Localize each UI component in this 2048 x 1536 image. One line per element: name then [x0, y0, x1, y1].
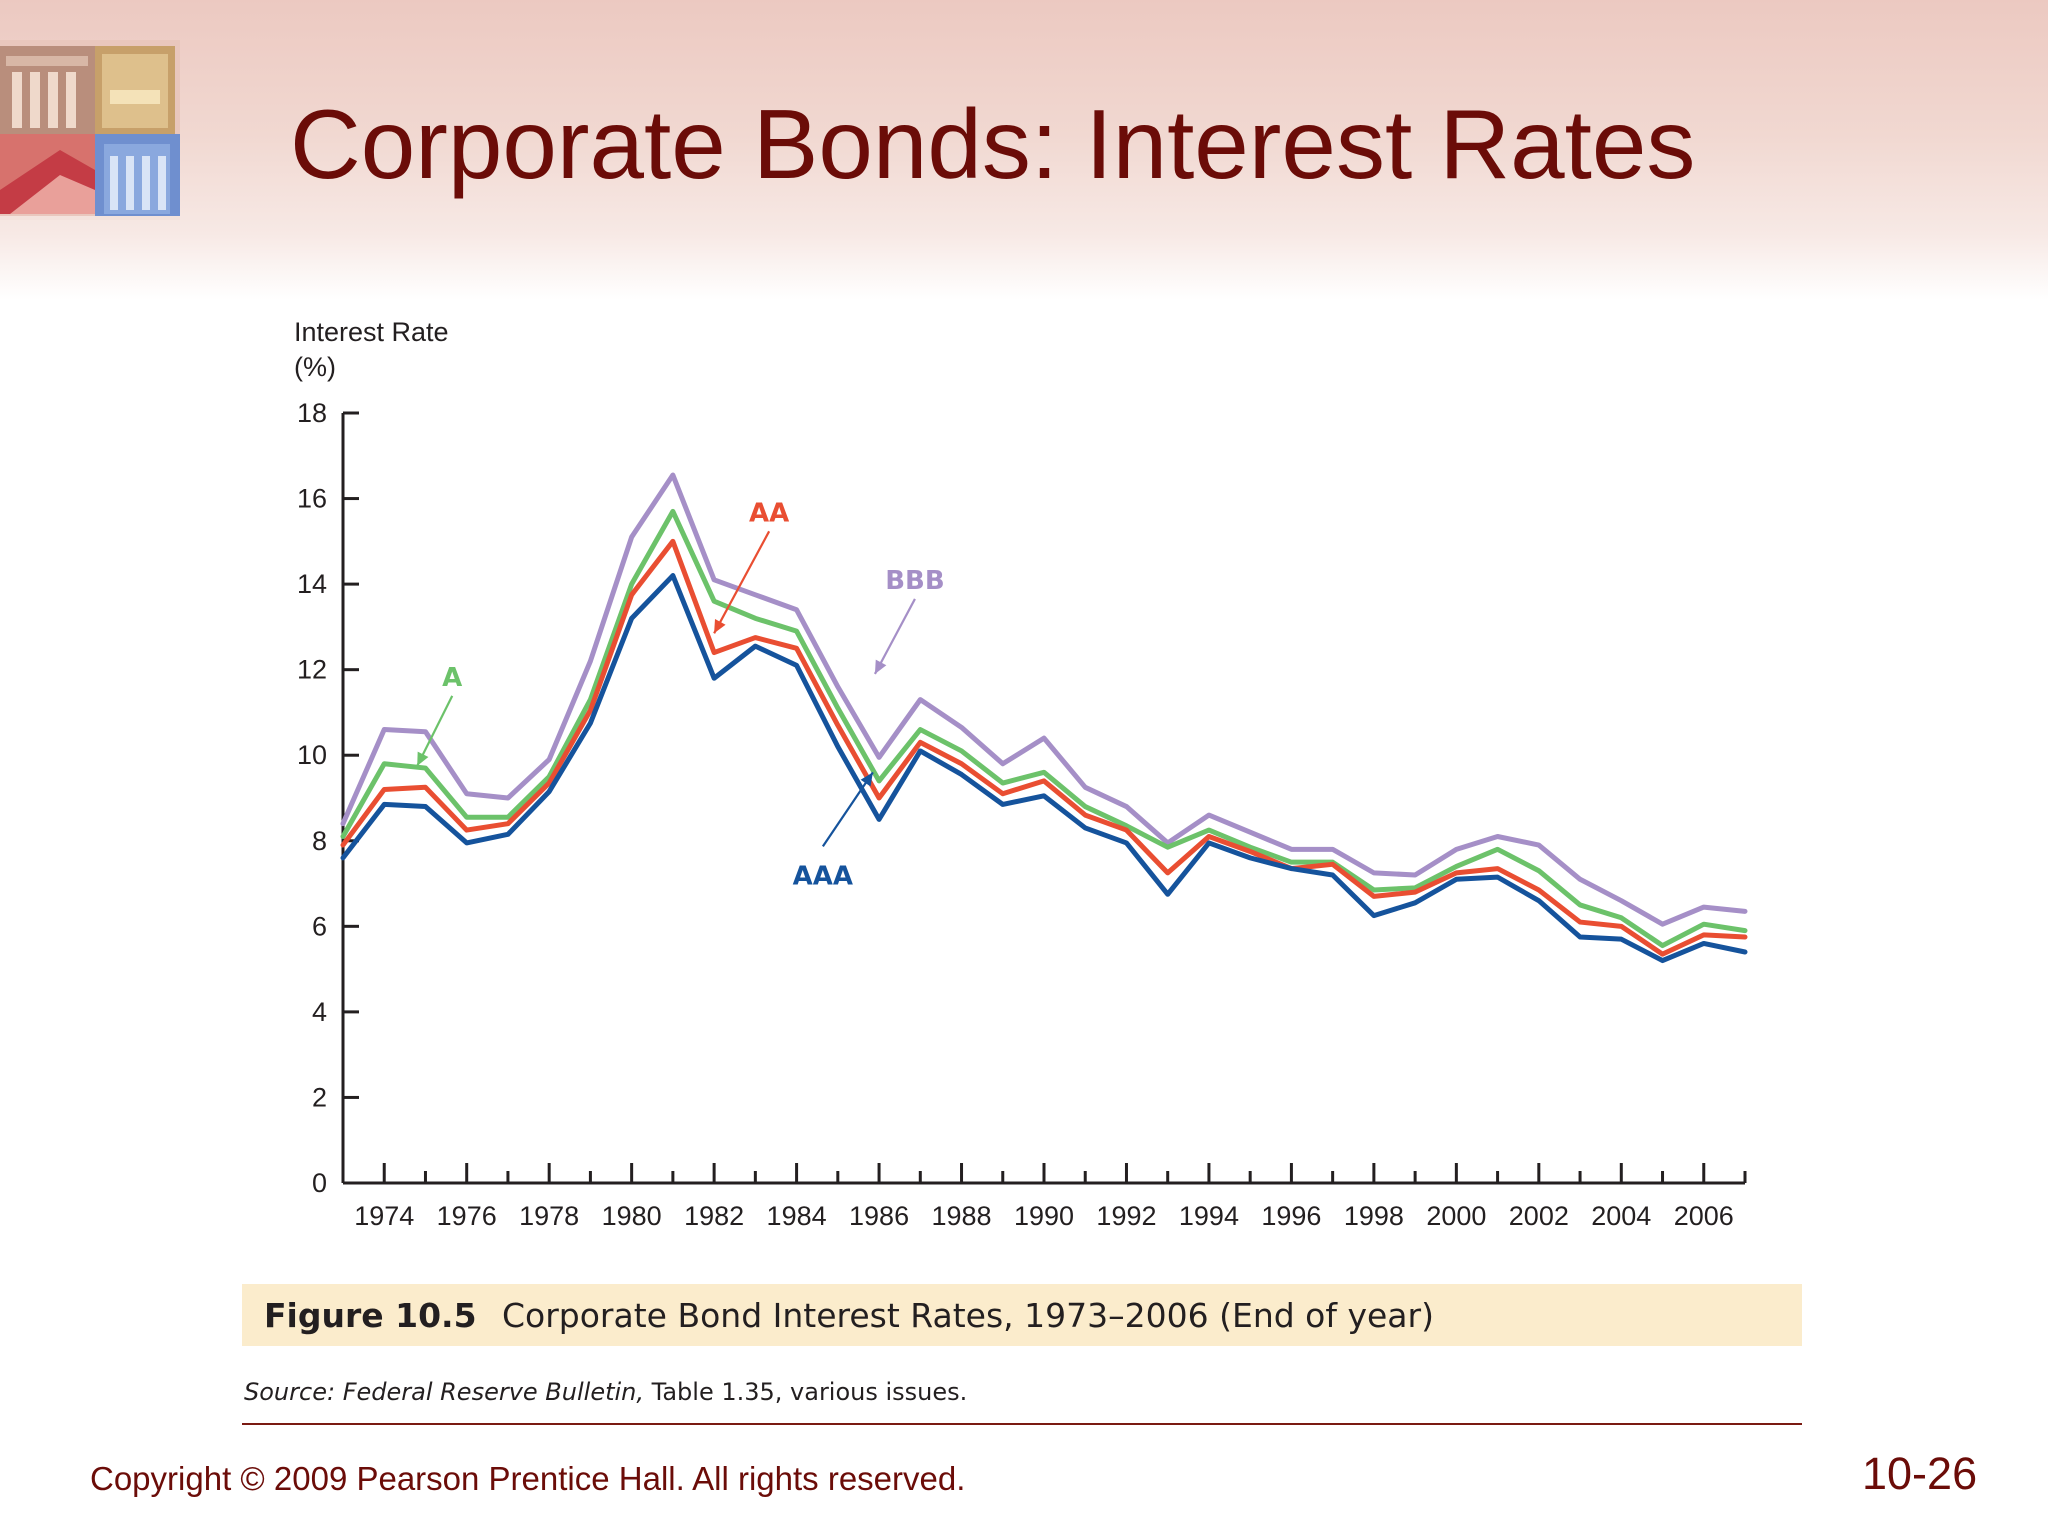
annotation-label-bbb: BBB: [885, 566, 944, 596]
annotation-leader-aaa: [821, 771, 874, 847]
source-prefix: Source:: [244, 1378, 336, 1406]
x-tick-label: 1990: [1014, 1201, 1074, 1231]
y-axis-label-line2: (%): [294, 352, 336, 382]
source-note: Source: Federal Reserve Bulletin, Table …: [244, 1378, 967, 1406]
header-band: [0, 0, 2048, 300]
axis-ticks-group: 0 2 4 6 8 10 12 14 16 18 1974 1976 1978 1980 1982 1984 1…: [297, 398, 1747, 1231]
annotation-leader-bbb: [873, 598, 916, 675]
y-tick-label: 18: [297, 398, 327, 428]
y-tick-label: 10: [297, 740, 327, 770]
source-rest: Table 1.35, various issues.: [651, 1378, 968, 1406]
series-line-aa: [340, 538, 1748, 957]
annotation-leader-a: [416, 695, 454, 767]
x-tick-label: 2000: [1426, 1201, 1486, 1231]
x-tick-label: 1994: [1179, 1201, 1239, 1231]
copyright-notice: Copyright © 2009 Pearson Prentice Hall. …: [90, 1460, 966, 1497]
figure-caption: Figure 10.5 Corporate Bond Interest Rate…: [242, 1284, 1802, 1346]
x-tick-label: 1992: [1096, 1201, 1156, 1231]
source-publication: Federal Reserve Bulletin,: [342, 1378, 644, 1406]
x-tick-label: 1978: [519, 1201, 579, 1231]
x-tick-label: 1982: [684, 1201, 744, 1231]
annotation-arrowhead-a: [417, 751, 429, 766]
x-tick-label: 1988: [931, 1201, 991, 1231]
y-tick-label: 2: [312, 1082, 327, 1112]
y-tick-label: 16: [297, 484, 327, 514]
slide-title: Corporate Bonds: Interest Rates: [290, 89, 1696, 199]
slide-number: 10-26: [1862, 1448, 1978, 1499]
y-tick-label: 4: [312, 997, 327, 1027]
annotation-label-a: A: [442, 663, 462, 693]
annotation-label-aaa: AAA: [793, 861, 853, 891]
y-tick-label: 8: [312, 826, 327, 856]
annotation-arrowhead-bbb: [874, 659, 887, 674]
y-tick-label: 12: [297, 655, 327, 685]
x-tick-label: 1976: [437, 1201, 497, 1231]
x-tick-label: 2004: [1591, 1201, 1651, 1231]
y-tick-label: 14: [297, 569, 327, 599]
interest-rate-line-chart: Interest Rate (%) 0 2 4 6 8 10 12 14 16 18 1974 197…: [294, 317, 1748, 1231]
figure-label: Figure 10.5: [264, 1296, 477, 1335]
x-tick-label: 1998: [1344, 1201, 1404, 1231]
y-tick-label: 6: [312, 911, 327, 941]
y-axis-label-line1: Interest Rate: [294, 317, 449, 347]
x-tick-label: 1980: [602, 1201, 662, 1231]
series-line-bbb: [340, 472, 1748, 927]
series-line-a: [340, 508, 1748, 949]
x-tick-label: 1984: [767, 1201, 827, 1231]
x-tick-label: 1974: [354, 1201, 414, 1231]
series-line-aaa: [340, 573, 1748, 964]
x-tick-label: 2002: [1509, 1201, 1569, 1231]
x-tick-label: 1986: [849, 1201, 909, 1231]
building-collage-logo: [0, 40, 180, 220]
x-tick-label: 2006: [1674, 1201, 1734, 1231]
x-tick-label: 1996: [1261, 1201, 1321, 1231]
figure-caption-text: Corporate Bond Interest Rates, 1973–2006…: [502, 1296, 1434, 1335]
annotation-leader-aa: [713, 530, 771, 634]
divider-rule: [242, 1423, 1802, 1425]
y-tick-label: 0: [312, 1168, 327, 1198]
annotation-label-aa: AA: [749, 498, 789, 528]
annotation-arrowhead-aaa: [860, 772, 873, 787]
series-lines-group: [340, 472, 1748, 964]
annotation-arrowhead-aa: [714, 619, 726, 634]
